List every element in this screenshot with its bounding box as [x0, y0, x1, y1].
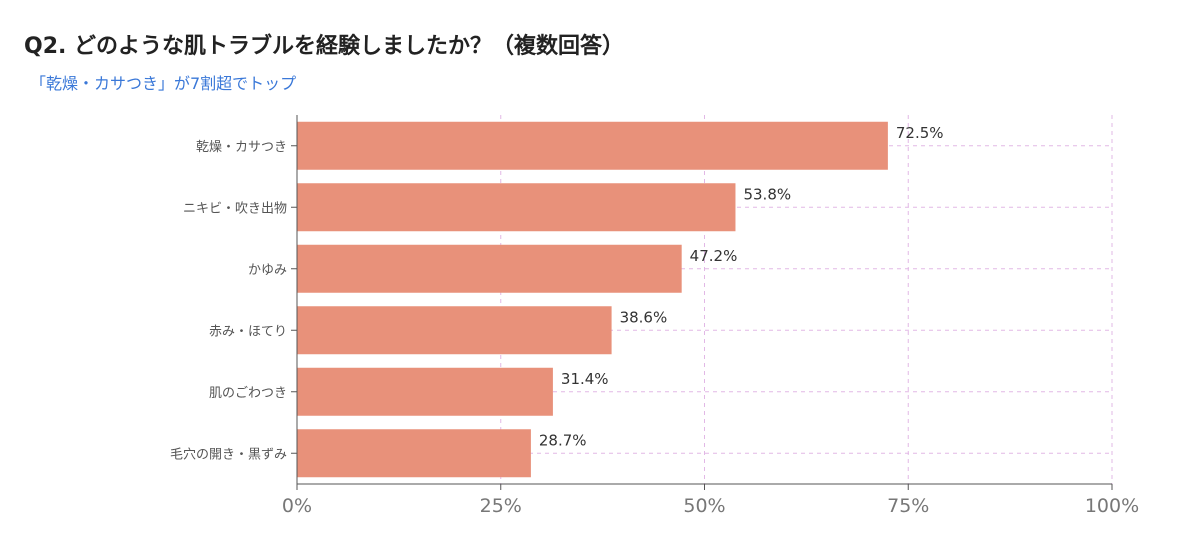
value-label: 31.4% — [561, 370, 609, 388]
value-label: 38.6% — [620, 308, 668, 326]
value-label: 47.2% — [690, 247, 738, 265]
category-label: ニキビ・吹き出物 — [183, 201, 287, 216]
category-label: 赤み・ほてり — [209, 324, 287, 339]
x-tick-label: 100% — [1085, 495, 1139, 517]
x-tick-label: 0% — [282, 495, 312, 517]
bar — [297, 367, 553, 416]
category-label: 毛穴の開き・黒ずみ — [170, 447, 287, 462]
category-label: 肌のごわつき — [209, 385, 287, 401]
bar — [297, 183, 736, 232]
category-label: 乾燥・カサつき — [196, 140, 287, 155]
value-label: 53.8% — [743, 185, 791, 203]
bar — [297, 121, 888, 170]
bar — [297, 429, 531, 478]
value-label: 28.7% — [539, 431, 587, 449]
x-tick-label: 50% — [683, 495, 725, 517]
category-label: かゆみ — [248, 263, 287, 278]
bar — [297, 306, 612, 355]
chart-subtitle: 「乾燥・カサつき」が7割超でトップ — [30, 74, 297, 93]
x-tick-label: 75% — [887, 495, 929, 517]
value-label: 72.5% — [896, 124, 944, 142]
x-tick-label: 25% — [480, 495, 522, 517]
chart-title: Q2. どのような肌トラブルを経験しましたか？（複数回答） — [24, 34, 625, 59]
bar — [297, 244, 682, 293]
